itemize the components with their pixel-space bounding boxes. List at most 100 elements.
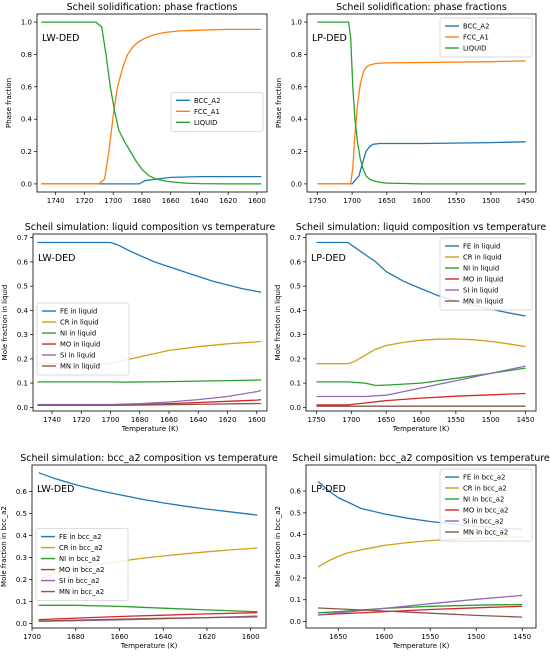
y-tick-label: 0.0 [16, 620, 27, 628]
y-tick-label: 0.3 [290, 331, 301, 339]
y-tick-label: 0.2 [290, 355, 301, 363]
x-tick-label: 1600 [413, 197, 431, 205]
legend-entry: NI in liquid [60, 330, 96, 338]
x-tick-label: 1600 [375, 633, 393, 641]
series-line-ni-in-bcc-a2 [317, 603, 523, 614]
series-group [316, 241, 526, 407]
x-tick-label: 1660 [160, 416, 178, 424]
legend-box [35, 528, 129, 601]
series-line-liquid [317, 21, 526, 185]
y-axis-label: Mole fraction in bcc_a2 [0, 506, 8, 587]
series-group [41, 21, 262, 185]
legend-entry: CR in bcc_a2 [59, 544, 103, 552]
legend-entry: MO in bcc_a2 [59, 566, 104, 574]
x-tick-label: 1700 [342, 416, 360, 424]
legend: FE in liquid CR in liquid NI in liquid MO i… [439, 237, 533, 311]
y-tick-label: 0.5 [290, 283, 301, 291]
y-tick-label: 0.6 [290, 258, 302, 266]
legend: BCC_A2 FCC_A1 LIQUID [439, 17, 533, 58]
y-axis-label: Mole fraction in liquid [1, 285, 9, 361]
y-tick-label: 0.4 [17, 307, 29, 315]
y-tick-label: 0.2 [16, 576, 27, 584]
y-tick-label: 0.0 [21, 180, 32, 188]
y-axis-label: Phase fraction [5, 78, 13, 128]
series-line-si-in-liquid [37, 389, 262, 406]
x-tick-label: 1640 [189, 416, 207, 424]
x-tick-label: 1680 [67, 633, 85, 641]
panel-annotation: LW-DED [38, 253, 76, 264]
chart-panel-2: Scheil simulation: liquid composition vs… [1, 222, 275, 433]
x-tick-label: 1620 [198, 633, 216, 641]
x-tick-label: 1650 [329, 633, 347, 641]
y-tick-label: 0.4 [291, 116, 303, 124]
x-tick-label: 1740 [43, 416, 61, 424]
y-tick-label: 0.6 [290, 488, 302, 496]
y-tick-label: 0.6 [291, 83, 303, 91]
chart-title: Scheil solidification: phase fractions [336, 2, 507, 13]
y-tick-label: 0.2 [291, 148, 302, 156]
x-tick-label: 1660 [111, 633, 129, 641]
legend-box [439, 17, 533, 58]
x-tick-label: 1640 [154, 633, 172, 641]
y-tick-label: 0.7 [17, 234, 28, 242]
legend-entry: MO in liquid [463, 276, 503, 284]
x-tick-label: 1500 [482, 416, 500, 424]
series-line-mn-in-bcc-a2 [317, 607, 523, 618]
series-line-fcc-a1 [317, 60, 526, 185]
series-line-si-in-liquid [316, 365, 526, 398]
x-axis-label: Temperature (K) [121, 425, 179, 433]
panel-annotation: LP-DED [312, 33, 347, 44]
x-tick-label: 1550 [447, 197, 465, 205]
x-tick-label: 1750 [308, 197, 326, 205]
chart-panel-4: Scheil simulation: bcc_a2 composition vs… [0, 453, 278, 650]
x-tick-label: 1450 [513, 633, 531, 641]
y-tick-label: 0.4 [290, 307, 302, 315]
legend-entry: FCC_A1 [463, 34, 489, 42]
x-tick-label: 1450 [517, 416, 535, 424]
chart-title: Scheil simulation: liquid composition vs… [25, 222, 276, 233]
chart-panel-3: Scheil simulation: liquid composition vs… [274, 222, 546, 433]
series-line-bcc-a2 [317, 141, 526, 185]
x-tick-label: 1700 [104, 197, 122, 205]
panel-annotation: LP-DED [311, 253, 346, 264]
x-tick-label: 1650 [377, 416, 395, 424]
legend-entry: FE in bcc_a2 [59, 533, 101, 541]
legend-box [36, 302, 130, 376]
y-tick-label: 0.4 [290, 531, 302, 539]
x-tick-label: 1750 [308, 416, 326, 424]
legend-entry: MO in liquid [60, 341, 100, 349]
x-tick-label: 1620 [219, 197, 237, 205]
x-tick-label: 1500 [467, 633, 485, 641]
legend-entry: SI in liquid [60, 352, 95, 360]
legend-box [170, 91, 264, 132]
y-tick-label: 0.6 [21, 83, 33, 91]
y-tick-label: 1.0 [21, 19, 32, 27]
x-tick-label: 1650 [378, 197, 396, 205]
x-tick-label: 1720 [72, 416, 90, 424]
x-tick-label: 1680 [131, 416, 149, 424]
legend-entry: LIQUID [194, 119, 217, 127]
y-tick-label: 0.2 [17, 355, 28, 363]
series-line-fcc-a1 [41, 28, 262, 185]
y-tick-label: 0.0 [290, 404, 301, 412]
legend-entry: BCC_A2 [463, 23, 489, 31]
series-line-cr-in-liquid [316, 338, 526, 365]
x-tick-label: 1700 [343, 197, 361, 205]
series-line-mn-in-bcc-a2 [38, 616, 258, 622]
series-line-mo-in-bcc-a2 [38, 611, 258, 621]
chart-title: Scheil simulation: liquid composition vs… [296, 222, 547, 233]
series-line-si-in-bcc-a2 [317, 594, 523, 616]
legend-entry: SI in liquid [463, 287, 498, 295]
chart-title: Scheil simulation: bcc_a2 composition vs… [292, 453, 550, 464]
legend-entry: FE in liquid [60, 308, 97, 316]
legend-entry: MN in liquid [463, 298, 503, 306]
legend-box [439, 468, 533, 542]
series-line-fe-in-liquid [37, 241, 262, 293]
series-line-ni-in-bcc-a2 [38, 604, 258, 613]
y-tick-label: 0.3 [16, 554, 27, 562]
series-line-fe-in-bcc-a2 [38, 472, 258, 516]
legend-box [439, 237, 533, 311]
x-tick-label: 1600 [248, 197, 266, 205]
